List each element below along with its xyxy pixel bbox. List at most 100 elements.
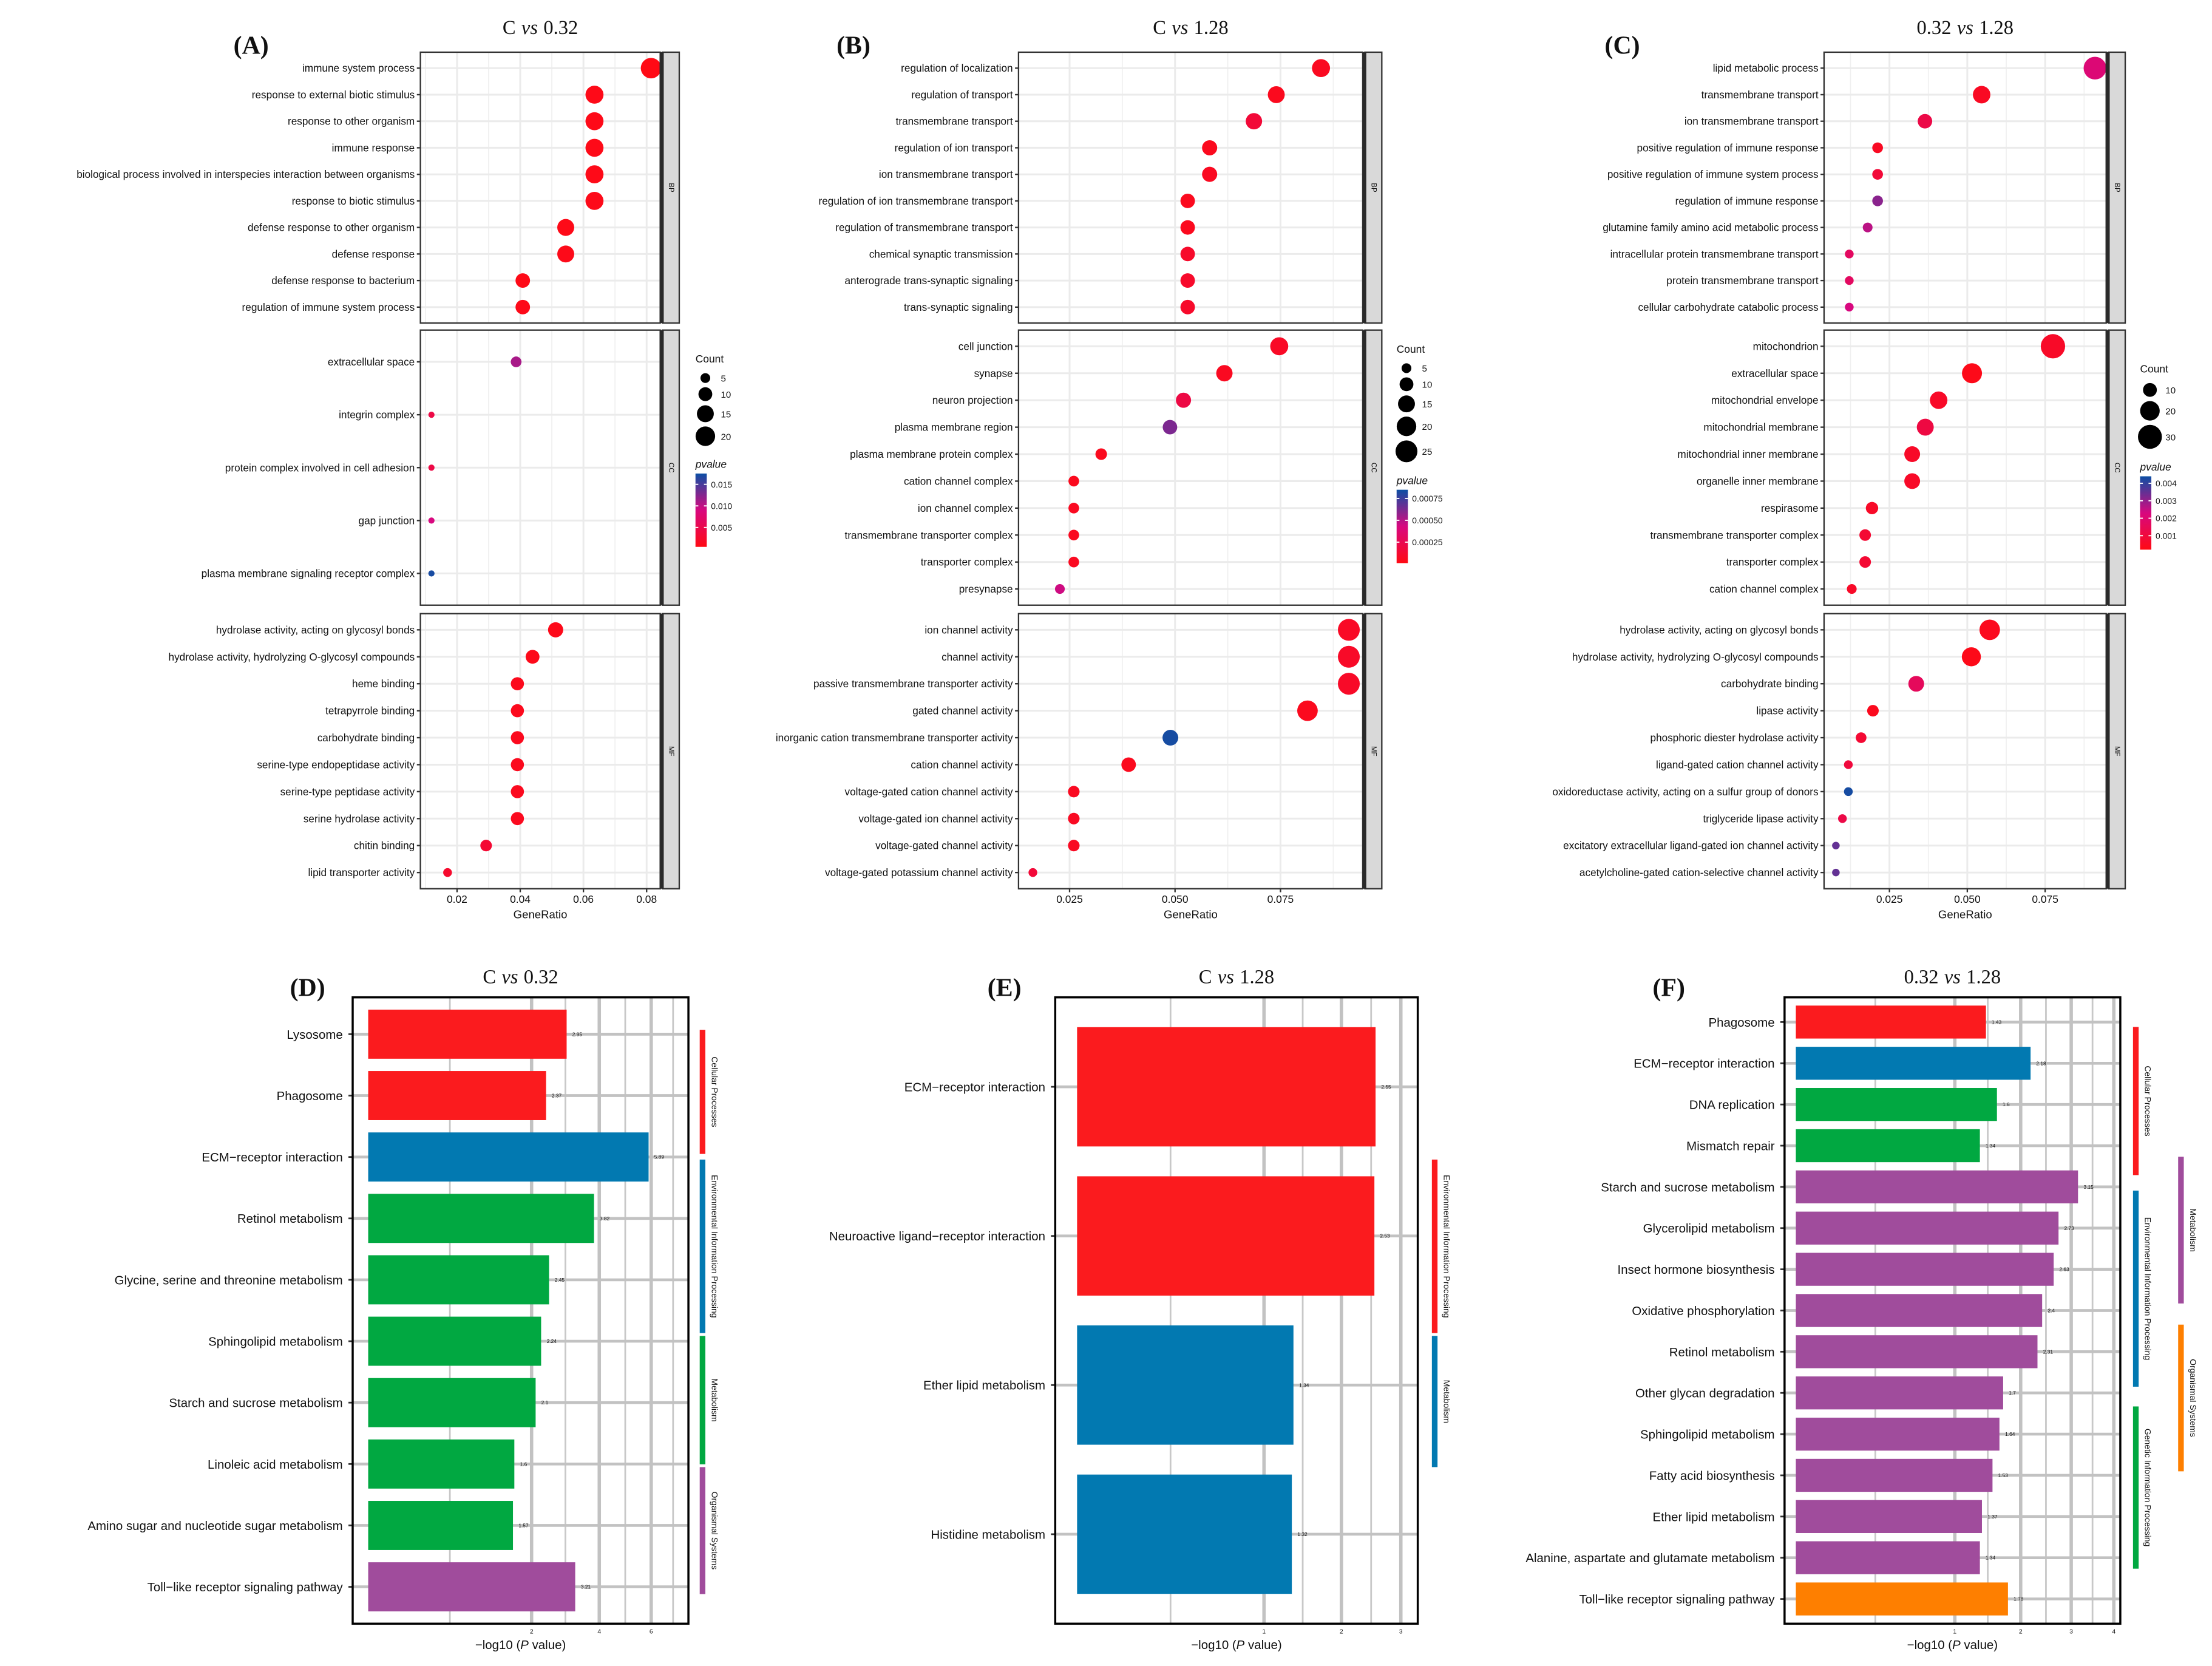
facet-strip-label: BP bbox=[2113, 183, 2121, 192]
enrichment-point bbox=[1068, 840, 1080, 852]
legend-pvalue-label: 0.002 bbox=[2156, 514, 2177, 523]
enrichment-point bbox=[1961, 647, 1981, 667]
term-label: hydrolase activity, acting on glycosyl b… bbox=[1620, 624, 1818, 636]
facet-strip-label: MF bbox=[2113, 746, 2121, 756]
category-strip bbox=[1431, 1159, 1438, 1333]
strip-divider bbox=[1362, 52, 1366, 324]
x-tick-label: 1 bbox=[1262, 1629, 1266, 1636]
legend-size-circle bbox=[700, 373, 711, 383]
x-tick-label: 3 bbox=[1399, 1629, 1403, 1636]
enrichment-point bbox=[428, 464, 435, 471]
bar-value-label: 1.32 bbox=[1297, 1531, 1308, 1537]
term-label: regulation of ion transport bbox=[895, 141, 1013, 154]
pathway-label: DNA replication bbox=[1689, 1098, 1775, 1112]
term-label: response to biotic stimulus bbox=[292, 195, 415, 207]
term-label: protein complex involved in cell adhesio… bbox=[225, 461, 415, 474]
pathway-label: Lysosome bbox=[287, 1028, 342, 1042]
enrichment-point bbox=[1180, 299, 1195, 314]
pathway-label: Retinol metabolism bbox=[1669, 1345, 1775, 1359]
enrichment-point bbox=[1095, 448, 1107, 460]
facet-background bbox=[420, 613, 660, 889]
bar-value-label: 3.82 bbox=[600, 1216, 610, 1222]
term-label: integrin complex bbox=[339, 409, 415, 421]
facet-strip-label: CC bbox=[2113, 463, 2121, 473]
legend-size-circle bbox=[1396, 416, 1417, 437]
term-label: defense response bbox=[332, 248, 415, 260]
term-label: chemical synaptic transmission bbox=[869, 248, 1013, 260]
term-label: mitochondrial inner membrane bbox=[1677, 448, 1818, 460]
term-label: ligand-gated cation channel activity bbox=[1656, 758, 1819, 770]
x-axis-title-italic: P bbox=[1237, 1638, 1245, 1652]
pathway-label: Alanine, aspartate and glutamate metabol… bbox=[1525, 1551, 1774, 1565]
pathway-bar bbox=[368, 1439, 515, 1489]
legend-count-label: 5 bbox=[1422, 364, 1427, 374]
legend-colorbar bbox=[2140, 476, 2152, 550]
pathway-bar bbox=[1796, 1294, 2043, 1327]
bar-value-label: 2.45 bbox=[555, 1277, 565, 1283]
term-label: voltage-gated channel activity bbox=[875, 840, 1013, 852]
pathway-bar bbox=[1796, 1582, 2008, 1616]
term-label: cation channel complex bbox=[1709, 583, 1819, 595]
pathway-label: ECM−receptor interaction bbox=[904, 1080, 1045, 1094]
pathway-label: Toll−like receptor signaling pathway bbox=[148, 1580, 344, 1594]
category-strip-label: Metabolism bbox=[710, 1378, 719, 1421]
enrichment-point bbox=[1338, 673, 1360, 695]
x-axis-title: GeneRatio bbox=[514, 908, 568, 921]
term-label: lipid transporter activity bbox=[308, 866, 415, 879]
term-label: serine-type peptidase activity bbox=[280, 786, 415, 798]
enrichment-point bbox=[585, 112, 604, 131]
term-label: excitatory extracellular ligand-gated io… bbox=[1563, 840, 1819, 852]
term-label: serine-type endopeptidase activity bbox=[257, 758, 415, 770]
plot-border bbox=[351, 996, 690, 1625]
term-label: triglyceride lipase activity bbox=[1703, 812, 1819, 824]
title-right: 1.28 bbox=[1194, 17, 1229, 39]
enrichment-point bbox=[1859, 556, 1871, 568]
title-vs: vs bbox=[1957, 17, 1973, 39]
term-label: regulation of transport bbox=[911, 89, 1013, 101]
enrichment-point bbox=[480, 840, 492, 852]
legend-pvalue-label: 0.00025 bbox=[1412, 537, 1443, 547]
pathway-bar bbox=[368, 1132, 649, 1182]
legend-count-title: Count bbox=[1397, 343, 1425, 355]
facet-strip-label: BP bbox=[1369, 183, 1377, 192]
pathway-bar bbox=[1077, 1176, 1375, 1296]
legend-pvalue-label: 0.010 bbox=[711, 501, 732, 511]
term-label: ion transmembrane transport bbox=[1684, 115, 1819, 127]
term-label: tetrapyrrole binding bbox=[325, 705, 415, 717]
enrichment-point bbox=[1068, 475, 1079, 487]
bar-value-label: 2.55 bbox=[1381, 1084, 1391, 1090]
enrichment-point bbox=[443, 868, 452, 877]
legend-count-label: 10 bbox=[1422, 380, 1433, 390]
term-label: transmembrane transporter complex bbox=[1651, 529, 1819, 541]
category-strip-label: Metabolism bbox=[1442, 1380, 1451, 1423]
term-label: voltage-gated potassium channel activity bbox=[825, 866, 1013, 879]
term-label: phosphoric diester hydrolase activity bbox=[1651, 732, 1819, 744]
bar-value-label: 2.73 bbox=[2064, 1225, 2074, 1231]
pathway-bar bbox=[1796, 1253, 2054, 1286]
enrichment-point bbox=[585, 138, 604, 157]
enrichment-point bbox=[1068, 556, 1079, 568]
enrichment-point bbox=[428, 570, 435, 577]
panel-f: (F) 0.32 vs 1.28 1.43 Phagosome 2.18 ECM−recept… bbox=[1525, 966, 2197, 1652]
title-vs: vs bbox=[501, 966, 518, 988]
enrichment-point bbox=[585, 192, 604, 210]
enrichment-point bbox=[1837, 814, 1847, 823]
term-label: mitochondrial envelope bbox=[1711, 394, 1819, 406]
term-label: cell junction bbox=[958, 340, 1013, 352]
pathway-label: ECM−receptor interaction bbox=[1634, 1057, 1774, 1071]
enrichment-point bbox=[1028, 868, 1037, 877]
term-label: response to other organism bbox=[288, 115, 415, 127]
legend-pvalue-label: 0.003 bbox=[2156, 496, 2177, 506]
strip-divider bbox=[660, 52, 664, 324]
enrichment-point bbox=[1180, 273, 1195, 288]
x-tick-label: 0.075 bbox=[1267, 893, 1294, 905]
pathway-label: Fatty acid biosynthesis bbox=[1649, 1469, 1775, 1483]
bar-value-label: 2.18 bbox=[2036, 1060, 2046, 1066]
pathway-bar bbox=[1796, 1129, 1980, 1163]
term-label: synapse bbox=[974, 367, 1013, 379]
term-label: channel activity bbox=[941, 651, 1013, 663]
term-label: lipase activity bbox=[1756, 705, 1819, 717]
